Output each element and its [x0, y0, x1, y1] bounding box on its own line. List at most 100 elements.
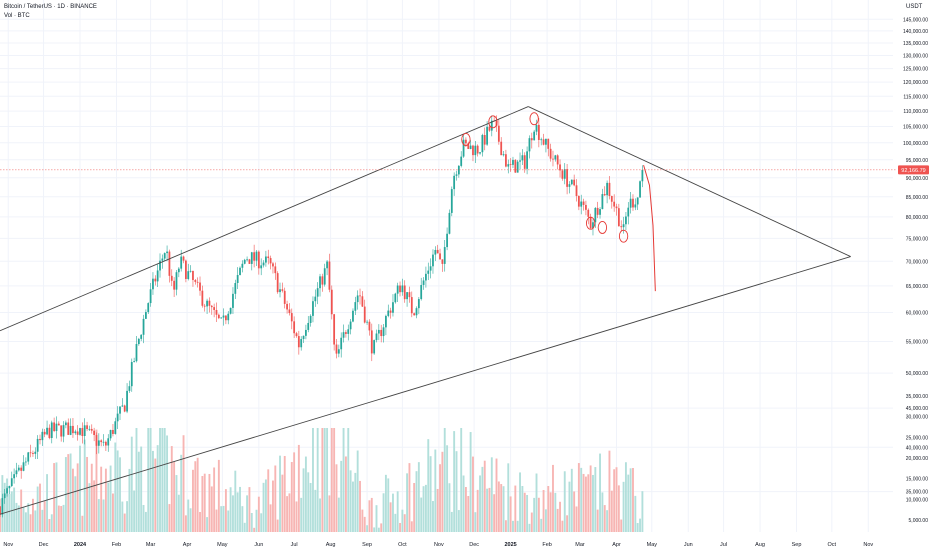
candles	[0, 115, 644, 518]
candle-body	[234, 282, 237, 294]
volume-bar	[443, 428, 446, 532]
candle-body	[552, 158, 554, 160]
volume-bar	[521, 485, 524, 532]
volume-bar	[184, 515, 187, 532]
candle-body	[159, 260, 161, 271]
annotation-circle	[461, 132, 471, 146]
volume-bar	[60, 506, 63, 532]
candle-body	[137, 338, 140, 345]
volume-bar	[582, 473, 585, 532]
price-tick-label: 110,000.00	[903, 109, 928, 115]
candle-body	[166, 251, 168, 254]
candle-body	[455, 174, 458, 176]
volume-tick-label: 25,000.00	[906, 435, 928, 441]
candle-body	[359, 295, 361, 297]
candle-body	[396, 285, 399, 294]
candle-body	[225, 315, 227, 321]
volume-bar	[74, 476, 77, 532]
annotation-circle	[488, 115, 498, 129]
volume-bar	[340, 460, 343, 532]
candle-body	[462, 139, 465, 157]
price-tick-label: 95,000.00	[906, 158, 928, 164]
candle-body	[213, 307, 216, 310]
candle-body	[227, 313, 230, 321]
candle-body	[340, 337, 343, 350]
candle-body	[196, 281, 199, 283]
volume-bar	[490, 457, 493, 532]
volume-bar	[439, 464, 441, 532]
volume-bar	[302, 468, 305, 532]
candle-body	[333, 314, 336, 345]
grid	[0, 0, 893, 532]
candle-body	[279, 289, 281, 293]
volume-tick-label: 35,000.00	[906, 394, 928, 400]
candle-body	[330, 289, 333, 315]
volume-bar	[168, 504, 171, 532]
candle-body	[476, 145, 479, 154]
candle-body	[533, 131, 536, 141]
candle-body	[307, 322, 310, 330]
volume-bar	[312, 428, 314, 532]
price-tick-label: 40,000.00	[906, 445, 928, 451]
candle-body	[436, 249, 439, 254]
volume-bar	[380, 523, 383, 532]
candle-body	[490, 120, 493, 131]
volume-bar	[123, 513, 126, 532]
volume-bar	[62, 504, 65, 532]
candle-body	[429, 266, 432, 271]
candle-body	[293, 321, 296, 334]
volume-bar	[206, 517, 209, 532]
volume-bar	[281, 474, 284, 532]
candle-body	[297, 336, 300, 348]
candle-body	[86, 425, 88, 430]
price-tick-label: 100,000.00	[903, 141, 928, 147]
volume-bar	[349, 470, 352, 532]
volume-bar	[537, 497, 540, 532]
volume-bar	[222, 505, 225, 532]
candle-body	[60, 425, 63, 437]
candle-body	[375, 333, 378, 341]
volume-bar	[309, 482, 312, 532]
volume-bar	[500, 484, 503, 532]
volume-bar	[239, 486, 241, 532]
volume-bar	[0, 509, 1, 532]
candle-body	[488, 126, 491, 131]
candle-body	[220, 317, 223, 319]
candle-body	[335, 344, 338, 354]
candle-body	[97, 440, 100, 446]
trendline	[0, 106, 529, 332]
volume-bar	[514, 485, 517, 532]
volume-bar	[166, 435, 169, 532]
volume-label[interactable]: Vol · BTC	[4, 13, 30, 19]
volume-bar	[384, 474, 387, 532]
candle-body	[88, 428, 91, 430]
price-tick-label: 75,000.00	[906, 236, 928, 242]
volume-bar	[201, 476, 204, 532]
candle-body	[481, 135, 484, 153]
candle-body	[50, 422, 53, 439]
volume-bar	[187, 499, 190, 532]
volume-bar	[102, 499, 105, 532]
candle-body	[528, 138, 531, 152]
candle-body	[505, 154, 507, 167]
candle-body	[142, 318, 145, 335]
candle-body	[641, 169, 644, 182]
candle-body	[420, 284, 423, 300]
price-tick-label: 45,000.00	[906, 406, 928, 412]
volume-bar	[253, 527, 256, 532]
candle-body	[439, 253, 441, 260]
volume-bar	[344, 456, 347, 532]
volume-bar	[356, 450, 359, 532]
candle-body	[175, 272, 178, 290]
volume-bar	[173, 461, 176, 532]
volume-bar	[321, 428, 324, 532]
candle-body	[596, 207, 599, 215]
volume-bar	[599, 453, 601, 532]
candle-body	[215, 309, 218, 315]
volume-bar	[152, 450, 154, 532]
symbol-title[interactable]: Bitcoin / TetherUS · 1D · BINANCE	[4, 4, 97, 10]
volume-bar	[295, 501, 298, 532]
volume-bar	[130, 436, 133, 532]
